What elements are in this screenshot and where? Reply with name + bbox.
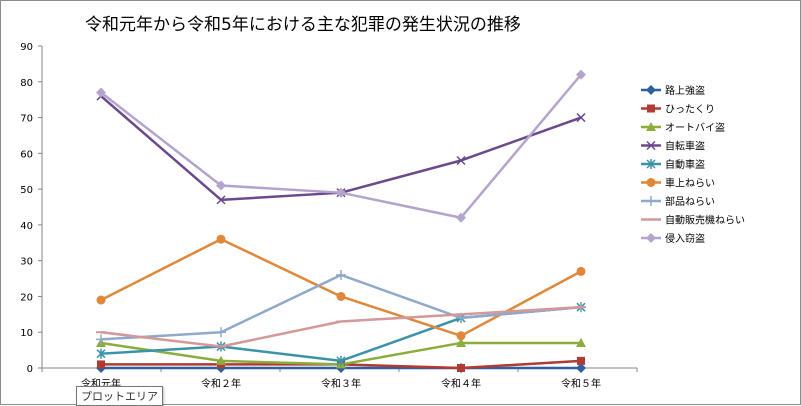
legend-label: 侵入窃盗: [665, 232, 705, 245]
series-6: [96, 269, 586, 345]
y-tick-label: 90: [20, 42, 33, 53]
legend-item: 部品ねらい: [641, 195, 715, 208]
y-tick-label: 40: [20, 221, 33, 232]
legend-swatch-marker: [646, 196, 656, 206]
data-point: [96, 87, 106, 98]
legend-label: オートバイ盗: [665, 121, 725, 134]
y-tick-label: 30: [20, 257, 33, 268]
data-point: [456, 212, 466, 223]
plot-area-tooltip: プロットエリア: [76, 386, 163, 406]
legend-swatch-marker: [646, 122, 656, 131]
x-tick-label: 令和４年: [441, 377, 481, 390]
y-tick-label: 50: [20, 185, 33, 196]
y-tick-label: 20: [20, 292, 33, 303]
y-tick-label: 80: [20, 78, 33, 89]
legend: 路上強盗ひったくりオートバイ盗自転車盗自動車盗車上ねらい部品ねらい自動販売機ねら…: [641, 84, 745, 245]
data-point: [216, 234, 226, 244]
legend-swatch-marker: [646, 159, 656, 169]
data-point: [576, 266, 586, 276]
legend-item: 車上ねらい: [641, 177, 715, 190]
series-5: [96, 234, 586, 341]
legend-label: ひったくり: [665, 104, 715, 116]
series-3: [96, 91, 586, 205]
legend-swatch-marker: [646, 233, 656, 243]
series-8: [96, 69, 586, 223]
y-tick-label: 0: [27, 364, 33, 375]
data-point: [456, 331, 466, 341]
data-point: [216, 327, 226, 338]
data-point: [336, 291, 346, 301]
y-tick-label: 10: [20, 328, 33, 339]
data-point: [216, 180, 226, 191]
legend-label: 自動販売機ねらい: [665, 214, 745, 227]
legend-swatch-marker: [646, 85, 656, 95]
legend-item: 路上強盗: [641, 84, 705, 97]
data-point: [576, 363, 586, 373]
data-point: [96, 334, 106, 345]
legend-label: 部品ねらい: [665, 195, 715, 208]
data-point: [576, 337, 586, 347]
legend-label: 路上強盗: [665, 84, 705, 97]
data-point: [456, 155, 466, 166]
y-tick-label: 60: [20, 149, 33, 160]
data-point: [97, 360, 105, 369]
data-point: [576, 113, 586, 123]
data-point: [216, 355, 226, 365]
data-point: [96, 295, 106, 305]
chart-title: 令和元年から令和5年における主な犯罪の発生状況の推移: [85, 15, 521, 35]
legend-item: 自動販売機ねらい: [641, 214, 745, 227]
data-point: [216, 195, 226, 205]
legend-swatch-marker: [647, 104, 655, 113]
data-point: [336, 355, 346, 366]
legend-item: 侵入窃盗: [641, 232, 705, 245]
legend-label: 自転車盗: [665, 140, 705, 153]
data-point: [577, 356, 585, 365]
x-tick-label: 令和２年: [201, 377, 241, 390]
data-point: [336, 269, 346, 280]
data-point: [336, 187, 346, 198]
data-point: [576, 69, 586, 80]
series-line: [100, 273, 582, 341]
legend-item: 自動車盗: [641, 158, 705, 171]
y-tick-label: 70: [20, 114, 33, 125]
legend-swatch-marker: [646, 140, 656, 151]
legend-item: オートバイ盗: [641, 121, 725, 134]
series-7: [96, 305, 586, 348]
data-point: [456, 337, 466, 347]
x-tick-label: 令和３年: [321, 377, 361, 390]
legend-item: 自転車盗: [641, 140, 705, 153]
x-tick-label: 令和５年: [561, 377, 601, 390]
data-point: [96, 348, 106, 359]
legend-label: 車上ねらい: [665, 177, 715, 190]
legend-label: 自動車盗: [665, 158, 705, 171]
data-point: [457, 364, 465, 372]
legend-item: ひったくり: [641, 104, 715, 116]
legend-swatch-marker: [646, 178, 656, 187]
